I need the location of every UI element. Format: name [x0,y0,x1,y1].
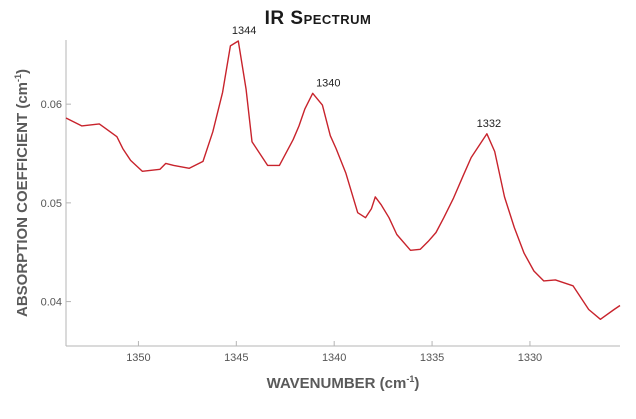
x-axis-title-sup: -1 [406,374,414,384]
y-ticks: 0.04 0.05 0.06 [41,99,71,309]
chart-title: IR Spectrum [264,8,372,29]
peak-label: 1340 [316,77,340,89]
x-ticks: 1350 1345 1340 1335 1330 [126,341,542,364]
y-axis-title: ABSORPTION COEFFICIENT (cm-1) [13,69,31,317]
x-tick-label: 1345 [224,352,248,364]
peak-label: 1344 [232,25,256,37]
y-axis-title-sup: -1 [13,74,23,82]
x-axis-title-suffix: ) [414,375,419,392]
y-axis-title-suffix: ) [14,69,31,74]
y-tick-label: 0.04 [41,297,62,309]
x-tick-label: 1335 [420,352,444,364]
x-tick-label: 1340 [322,352,346,364]
y-axis-title-main: ABSORPTION COEFFICIENT (cm [14,82,31,317]
x-tick-label: 1330 [518,352,542,364]
peak-label: 1332 [477,118,501,130]
y-tick-label: 0.06 [41,99,62,111]
spectrum-line [65,40,621,320]
x-axis-title: WAVENUMBER (cm-1) [267,374,420,392]
peak-labels: 1344 1340 1332 [232,25,501,130]
x-tick-label: 1350 [126,352,150,364]
y-tick-label: 0.05 [41,198,62,210]
x-axis-title-main: WAVENUMBER (cm [267,375,407,392]
